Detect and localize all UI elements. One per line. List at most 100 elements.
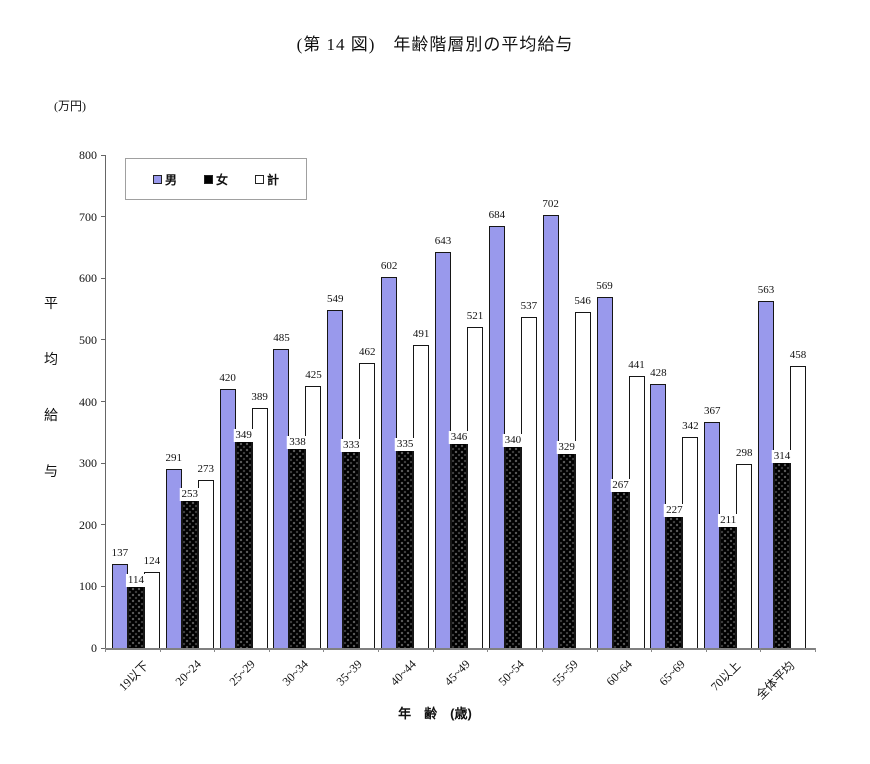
bar-group: 684 340 537: [486, 155, 540, 648]
bar-value-label: 329: [556, 441, 577, 454]
bar-female: [181, 492, 198, 648]
x-axis-category-label: 70以上: [708, 658, 744, 694]
x-axis-tick: [268, 648, 270, 652]
bar-male: [596, 297, 613, 648]
bar-total: [251, 408, 268, 648]
y-axis-tick-label: 500: [79, 332, 97, 347]
y-axis-tick: [101, 524, 105, 526]
x-axis-category-label: 40~44: [387, 657, 420, 689]
plot-area: 男 女 計 137 114 124 291 253 273 420 349 389 485 338 4…: [79, 148, 816, 702]
bar-slot-male: 367: [704, 155, 720, 648]
bar-slot-total: 462: [359, 155, 376, 648]
x-axis-tick: [815, 648, 816, 652]
bar-female: [558, 445, 575, 648]
y-axis-title: 平均給与: [44, 298, 58, 480]
bar-slot-female: 211: [718, 155, 739, 648]
y-axis-tick: [101, 647, 105, 649]
x-axis-tick: [487, 648, 489, 652]
legend-label-total: 計: [266, 172, 279, 187]
bar-value-label: 485: [273, 332, 290, 344]
bar-slot-female: 267: [610, 155, 631, 648]
bar-slot-female: 346: [448, 155, 470, 648]
bar-male: [327, 310, 344, 648]
bar-male: [704, 422, 721, 648]
bar-group: 485 338 425: [271, 155, 325, 648]
x-axis-category-label: 60~64: [602, 657, 635, 689]
bar-slot-female: 227: [664, 155, 685, 648]
bar-slot-male: 291: [166, 155, 182, 648]
bar-female: [343, 443, 360, 648]
bar-group: 563 314 458: [755, 155, 809, 648]
x-axis-category-label: 20~24: [172, 657, 204, 689]
bar-value-label: 537: [520, 300, 538, 312]
y-axis-title-char: 給: [44, 409, 58, 424]
x-axis-tick: [105, 648, 106, 652]
bar-group: 702 329 546: [540, 155, 594, 648]
bar-female: [720, 518, 737, 648]
bar-slot-total: 342: [682, 155, 699, 648]
bar-slot-male: 549: [327, 155, 344, 648]
bar-value-label: 314: [771, 450, 793, 463]
bar-group: 643 346 521: [432, 155, 486, 648]
bar-female: [127, 578, 144, 648]
x-axis-tick: [378, 648, 380, 652]
bar-value-label: 569: [596, 280, 613, 292]
x-axis-category-label: 55~59: [549, 657, 581, 689]
x-axis-title: 年 齢 (歳): [398, 706, 472, 721]
bar-male: [434, 252, 451, 648]
bar-value-label: 643: [434, 235, 452, 247]
x-axis-category-label: 45~49: [441, 657, 473, 689]
x-axis-category-label: 全体平均: [753, 658, 798, 703]
bar-slot-total: 298: [736, 155, 752, 648]
bar-value-label: 491: [412, 328, 430, 340]
bar-slot-female: 329: [556, 155, 577, 648]
bar-total: [359, 363, 376, 648]
bar-slot-total: 546: [574, 155, 591, 648]
bar-slot-female: 340: [502, 155, 524, 648]
bar-value-label: 340: [502, 434, 524, 447]
x-axis-tick: [760, 648, 762, 652]
bar-slot-total: 491: [413, 155, 429, 648]
y-axis-tick: [101, 154, 105, 156]
legend-label-female: 女: [215, 172, 228, 187]
chart-title: (第 14 図) 年齢階層別の平均給与: [296, 35, 574, 54]
bar-slot-male: 563: [758, 155, 774, 648]
bar-group: 420 349 389: [217, 155, 271, 648]
bar-female: [450, 435, 467, 648]
bar-value-label: 273: [197, 463, 215, 475]
x-axis-category-label: 25~29: [226, 657, 258, 689]
bar-female: [235, 433, 252, 648]
bar-value-label: 346: [448, 431, 470, 444]
bar-slot-total: 441: [628, 155, 645, 648]
bar-male: [219, 389, 236, 648]
y-axis-tick: [101, 462, 105, 464]
y-axis-title-char: 平: [44, 297, 58, 312]
y-axis-tick: [101, 339, 105, 341]
x-axis-category-label: 19以下: [115, 658, 152, 694]
bar-slot-male: 428: [650, 155, 667, 648]
bar-total: [574, 312, 591, 648]
y-axis-title-char: 与: [44, 465, 58, 480]
bar-slot-total: 425: [305, 155, 322, 648]
bar-value-label: 137: [111, 547, 129, 559]
bar-value-label: 602: [380, 260, 398, 272]
bar-value-label: 563: [757, 284, 775, 296]
bar-total: [736, 464, 753, 648]
bar-value-label: 349: [233, 429, 254, 442]
x-axis-tick: [541, 648, 543, 652]
bar-value-label: 124: [143, 555, 161, 567]
bar-slot-female: 314: [771, 155, 793, 648]
bar-female: [397, 442, 414, 648]
bar-female: [289, 440, 306, 648]
bar-group: 137 114 124: [109, 155, 163, 648]
total-series-swatch-icon: [254, 174, 264, 184]
bar-slot-total: 124: [144, 155, 160, 648]
bar-value-label: 425: [305, 369, 322, 381]
bar-total: [466, 327, 483, 648]
bar-group: 367 211 298: [701, 155, 755, 648]
y-axis-tick-label: 600: [79, 271, 97, 286]
bar-female: [666, 508, 683, 648]
y-axis-line: [105, 155, 106, 650]
bar-value-label: 291: [165, 452, 183, 464]
